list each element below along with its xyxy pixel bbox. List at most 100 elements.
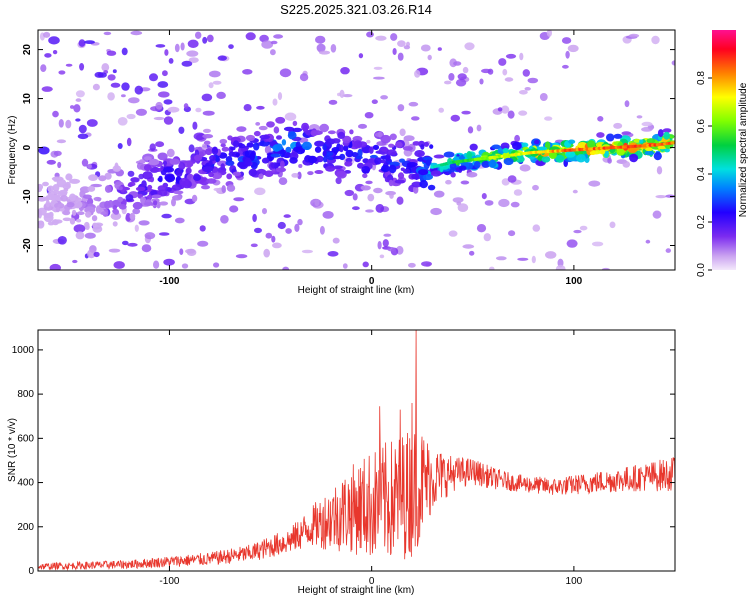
spectrogram-ridge-blob — [193, 174, 202, 181]
spectrogram-ridge-blob — [86, 197, 94, 206]
spectrogram-noise-blob — [294, 223, 300, 232]
spectrogram-ridge-blob — [211, 146, 219, 155]
spectrogram-noise-blob — [46, 159, 56, 165]
spectrogram-ridge-blob — [104, 200, 111, 210]
spectrogram-ridge-blob — [69, 193, 76, 202]
spectrogram-noise-blob — [127, 242, 138, 247]
spectrogram-ridge-blob — [125, 194, 134, 202]
spectrogram-noise-blob — [367, 193, 375, 202]
spectrogram-ridge-blob — [69, 217, 76, 225]
spectrogram-ridge-blob — [203, 140, 211, 145]
spectrogram-noise-blob — [117, 117, 128, 126]
spectrogram-noise-blob — [641, 126, 653, 132]
spectrogram-noise-blob — [328, 99, 338, 105]
spectrogram-noise-blob — [339, 89, 345, 98]
spectrogram-ridge-blob — [226, 173, 233, 180]
spectrogram-noise-blob — [250, 243, 258, 248]
spectrogram-ridge-blob — [266, 121, 275, 128]
spectrogram-noise-blob — [342, 263, 348, 269]
spectrogram-ridge-blob — [417, 152, 422, 157]
spectrogram-noise-blob — [624, 100, 630, 108]
spectrogram-ridge-blob — [42, 181, 49, 187]
spectrogram-ridge-blob — [307, 155, 318, 164]
spectrogram-noise-blob — [178, 126, 185, 134]
spectrogram-ridge-blob — [178, 162, 186, 170]
spectrogram-noise-blob — [483, 233, 491, 242]
spectrogram-ridge-blob — [466, 151, 473, 160]
colorbar-tick-label: 0.0 — [696, 263, 707, 277]
spectrogram-noise-blob — [278, 177, 288, 186]
spectrogram-ridge-blob — [114, 162, 119, 171]
spectrogram-ridge-blob — [38, 186, 42, 193]
spectrogram-noise-blob — [141, 244, 152, 253]
spectrogram-noise-blob — [38, 146, 50, 155]
snr-y-tick-label: 1000 — [12, 345, 35, 356]
spectrogram-ridge-blob — [233, 140, 239, 148]
spectrogram-noise-blob — [433, 190, 445, 198]
spectrogram-noise-blob — [229, 205, 239, 213]
spectrogram-ridge-blob — [365, 180, 373, 185]
snr-series — [38, 330, 675, 571]
spectrogram-noise-blob — [316, 43, 326, 53]
spectrogram-noise-blob — [366, 139, 371, 144]
spectrogram-noise-blob — [186, 50, 199, 57]
spectrogram-ridge-blob — [258, 173, 264, 180]
spectrogram-ridge-blob — [143, 156, 152, 161]
snr-series-line — [38, 330, 675, 571]
snr-y-tick-label: 400 — [17, 478, 34, 489]
spectrogram-peak-cell — [672, 141, 675, 145]
spectrogram-y-tick-label: -10 — [22, 189, 33, 204]
spectrogram-ridge-blob — [226, 184, 236, 192]
spectrogram-ridge-blob — [55, 206, 61, 213]
spectrogram-ridge-blob — [101, 211, 107, 215]
spectrogram-noise-blob — [387, 247, 396, 252]
spectrogram-ridge-blob — [332, 155, 342, 160]
spectrogram-ridge-blob — [314, 140, 325, 147]
spectrogram-noise-blob — [78, 39, 86, 47]
spectrogram-ridge-blob — [259, 134, 271, 140]
spectrogram-noise-blob — [588, 180, 601, 187]
spectrogram-noise-blob — [297, 171, 302, 180]
spectrogram-noise-blob — [327, 251, 339, 257]
colorbar-tick-label: 0.4 — [696, 167, 707, 181]
spectrogram-ridge-blob — [261, 157, 270, 164]
spectrogram-ridge-blob — [339, 144, 344, 153]
spectrogram-ridge-blob — [270, 153, 282, 158]
spectrogram-ridge-blob — [112, 205, 118, 210]
spectrogram-ridge-blob — [132, 201, 143, 210]
spectrogram-ridge-blob — [98, 175, 107, 182]
spectrogram-ridge-blob — [202, 134, 214, 139]
spectrogram-ridge-blob — [664, 148, 670, 153]
spectrogram-ridge-blob — [555, 154, 565, 163]
spectrogram-y-tick-label: 20 — [22, 44, 33, 56]
spectrogram-ridge-blob — [95, 205, 102, 214]
spectrogram-noise-blob — [579, 225, 588, 231]
spectrogram-noise-blob — [383, 233, 392, 237]
spectrogram-ridge-blob — [271, 168, 276, 174]
colorbar-label: Normalized spectral amplitude — [738, 82, 749, 217]
spectrogram-noise-blob — [117, 143, 123, 149]
spectrogram-ridge-blob — [232, 171, 242, 176]
spectrogram-ridge-blob — [72, 200, 83, 209]
spectrogram-noise-blob — [487, 68, 494, 75]
spectrogram-noise-blob — [408, 262, 416, 268]
spectrogram-ridge-blob — [565, 150, 576, 158]
spectrogram-noise-blob — [318, 50, 331, 55]
spectrogram-blobs — [38, 30, 675, 270]
snr-x-tick-label: 100 — [566, 576, 583, 587]
spectrogram-noise-blob — [591, 241, 604, 247]
spectrogram-noise-blob — [78, 124, 87, 134]
spectrogram-ridge-blob — [466, 171, 478, 178]
spectrogram-noise-blob — [199, 225, 206, 232]
spectrogram-ridge-blob — [69, 178, 81, 184]
spectrogram-ridge-blob — [357, 141, 368, 148]
spectrogram-noise-blob — [279, 68, 292, 78]
spectrogram-ridge-blob — [319, 123, 330, 133]
spectrogram-noise-blob — [228, 44, 234, 49]
spectrogram-ridge-blob — [84, 221, 90, 229]
spectrogram-ridge-blob — [275, 116, 286, 124]
spectrogram-ridge-blob — [62, 210, 71, 216]
spectrogram-noise-blob — [86, 119, 98, 127]
spectrogram-ridge-blob — [420, 144, 425, 150]
spectrogram-noise-blob — [319, 225, 325, 235]
